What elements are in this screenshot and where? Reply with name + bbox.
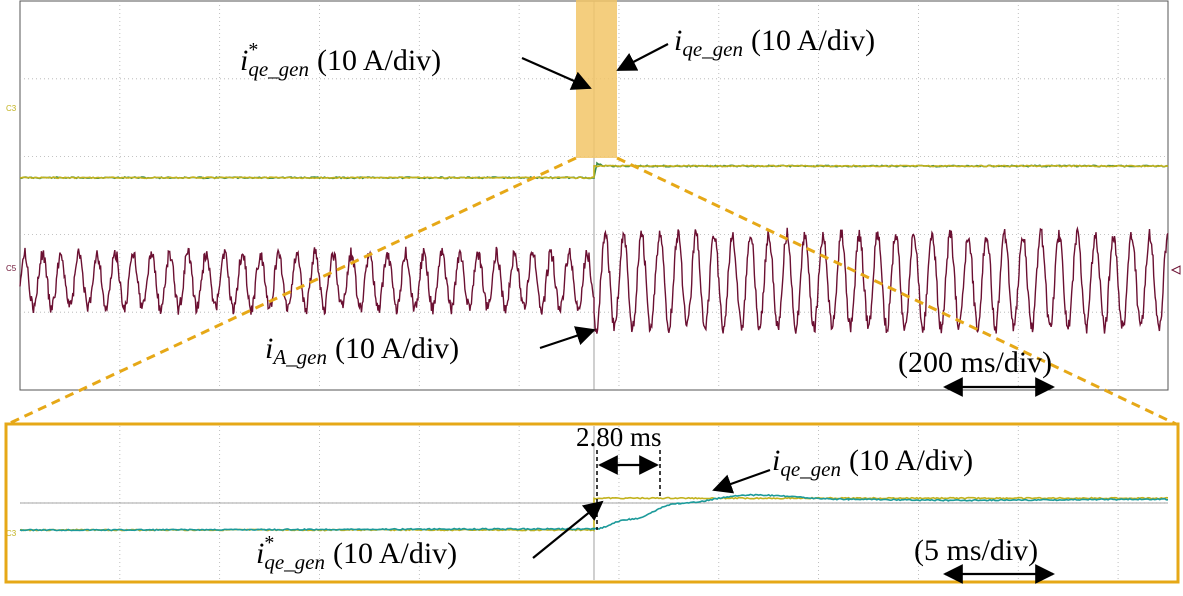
arrow-iqe-ref-top	[521, 56, 592, 90]
channel-marker-c3-zoom: C3	[6, 529, 17, 538]
label-ia-top: iA_gen (10 A/div)	[265, 332, 459, 369]
zoom-guide-right	[616, 156, 1177, 426]
time-scale-zoom: (5 ms/div)	[914, 534, 1038, 567]
arrow-ia-top	[539, 326, 596, 350]
channel-marker-c3-top: C3	[6, 104, 17, 113]
top-panel-traces	[19, 161, 1169, 334]
annotation-2-80ms: 2.80 ms	[576, 422, 662, 452]
right-trigger-marker-icon	[1170, 265, 1181, 275]
time-scale-top: (200 ms/div)	[898, 346, 1052, 379]
arrow-iqe-ref-zoom	[532, 500, 604, 559]
trace-iqe-ref-zoom	[19, 496, 1169, 532]
label-iqe-top: iqe_gen (10 A/div)	[674, 24, 875, 61]
label-iqe-zoom: iqe_gen (10 A/div)	[772, 444, 973, 481]
zoom-panel-traces	[19, 493, 1169, 532]
trace-iqe-ref-top	[19, 164, 1169, 180]
channel-marker-c5-top: C5	[6, 264, 17, 273]
arrow-iqe-top	[616, 43, 669, 71]
arrow-iqe-zoom	[712, 468, 771, 494]
label-iqe-ref-top: i* qe_gen (10 A/div)	[240, 39, 441, 81]
zoom-highlight-region	[576, 0, 617, 158]
label-iqe-ref-zoom: i* qe_gen (10 A/div)	[256, 532, 457, 574]
trace-ia-top	[19, 226, 1169, 334]
zoom-panel-frame	[4, 422, 1180, 584]
